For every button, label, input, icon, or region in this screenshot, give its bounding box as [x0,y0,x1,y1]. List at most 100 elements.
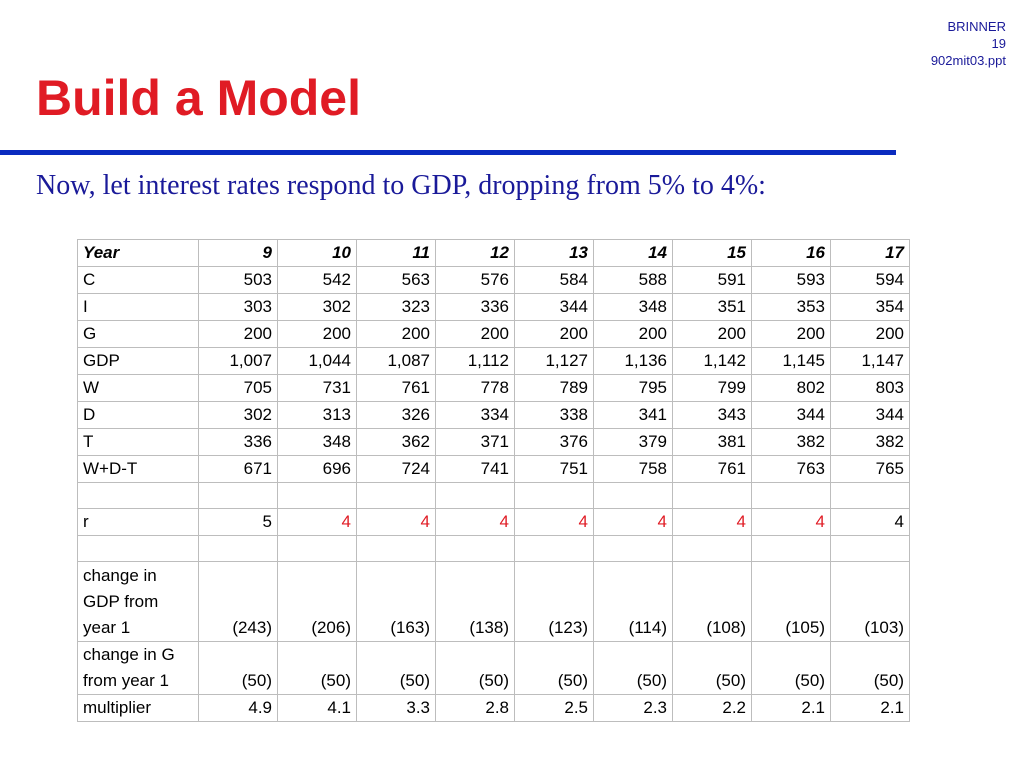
value-cell: 3.3 [356,694,436,722]
value-cell: 724 [356,455,436,483]
rate-cell-changed: 4 [593,508,673,536]
rate-cell: 5 [198,508,278,536]
row-label-line: GDP from [83,592,159,611]
value-cell: (243) [198,561,278,642]
row-label-line: from year 1 [83,671,169,690]
header-cell-label: Year [77,239,199,267]
value-cell: (50) [514,641,594,695]
file-name: 902mit03.ppt [930,53,1006,68]
value-cell: (114) [593,561,673,642]
empty-cell [435,482,515,509]
value-cell: 803 [830,374,910,402]
value-cell: 802 [751,374,831,402]
value-cell: 2.2 [672,694,752,722]
value-cell: 338 [514,401,594,429]
table-row: GDP 1,007 1,044 1,087 1,112 1,127 1,136 1,142 1,… [77,347,910,375]
value-cell: 336 [435,293,515,321]
value-cell: 4.1 [277,694,357,722]
empty-cell [356,535,436,562]
value-cell: 302 [198,401,278,429]
value-cell: 2.5 [514,694,594,722]
value-cell: 503 [198,266,278,294]
author-label: BRINNER [947,19,1006,34]
value-cell: 563 [356,266,436,294]
header-cell-year: 9 [198,239,278,267]
table-row: W 705 731 761 778 789 795 799 802 803 [77,374,910,402]
table-row: D 302 313 326 334 338 341 343 344 344 [77,401,910,429]
value-cell: 584 [514,266,594,294]
value-cell: (163) [356,561,436,642]
empty-cell [198,482,278,509]
value-cell: 334 [435,401,515,429]
value-cell: 2.3 [593,694,673,722]
value-cell: (105) [751,561,831,642]
value-cell: 1,044 [277,347,357,375]
value-cell: (103) [830,561,910,642]
empty-cell [593,535,673,562]
value-cell: 323 [356,293,436,321]
value-cell: 1,136 [593,347,673,375]
slide-title: Build a Model [36,70,361,126]
row-label-line: change in G [83,645,175,664]
slide-subtitle: Now, let interest rates respond to GDP, … [36,170,766,201]
value-cell: 371 [435,428,515,456]
header-cell-year: 14 [593,239,673,267]
value-cell: 1,142 [672,347,752,375]
value-cell: (50) [356,641,436,695]
value-cell: (206) [277,561,357,642]
value-cell: (50) [751,641,831,695]
rate-cell-changed: 4 [277,508,357,536]
table-body: C 503 542 563 576 584 588 591 593 594 I 303 302 323 33… [77,266,910,483]
value-cell: 1,147 [830,347,910,375]
row-label: multiplier [77,694,199,722]
empty-cell [672,482,752,509]
value-cell: 313 [277,401,357,429]
value-cell: 362 [356,428,436,456]
value-cell: 761 [672,455,752,483]
value-cell: 344 [751,401,831,429]
row-label: I [77,293,199,321]
header-cell-year: 12 [435,239,515,267]
value-cell: 795 [593,374,673,402]
value-cell: 1,127 [514,347,594,375]
value-cell: 354 [830,293,910,321]
table-row: C 503 542 563 576 584 588 591 593 594 [77,266,910,294]
value-cell: 302 [277,293,357,321]
model-table: Year 9 10 11 12 13 14 15 16 17 C 503 542 56… [77,239,910,722]
rate-cell-changed: 4 [751,508,831,536]
header-cell-year: 10 [277,239,357,267]
change-in-gdp-row: change in GDP from year 1 (243) (206) (163) (1… [77,561,910,642]
value-cell: 2.1 [751,694,831,722]
empty-cell [751,535,831,562]
value-cell: 4.9 [198,694,278,722]
value-cell: 382 [751,428,831,456]
value-cell: 341 [593,401,673,429]
value-cell: (50) [277,641,357,695]
rate-cell: 4 [830,508,910,536]
slide-source-tag: BRINNER 19 902mit03.ppt [931,18,1006,69]
header-cell-year: 17 [830,239,910,267]
value-cell: 594 [830,266,910,294]
value-cell: 591 [672,266,752,294]
table-header-row: Year 9 10 11 12 13 14 15 16 17 [77,239,910,267]
value-cell: 761 [356,374,436,402]
value-cell: (50) [198,641,278,695]
empty-cell [77,535,199,562]
value-cell: 336 [198,428,278,456]
value-cell: 576 [435,266,515,294]
empty-cell [435,535,515,562]
row-label: G [77,320,199,348]
row-label: W [77,374,199,402]
value-cell: 542 [277,266,357,294]
value-cell: (50) [830,641,910,695]
value-cell: 763 [751,455,831,483]
rate-cell-changed: 4 [435,508,515,536]
title-divider [0,150,896,155]
value-cell: 1,145 [751,347,831,375]
value-cell: (138) [435,561,515,642]
value-cell: 344 [514,293,594,321]
value-cell: (123) [514,561,594,642]
slide-number: 19 [991,36,1006,51]
rate-cell-changed: 4 [514,508,594,536]
